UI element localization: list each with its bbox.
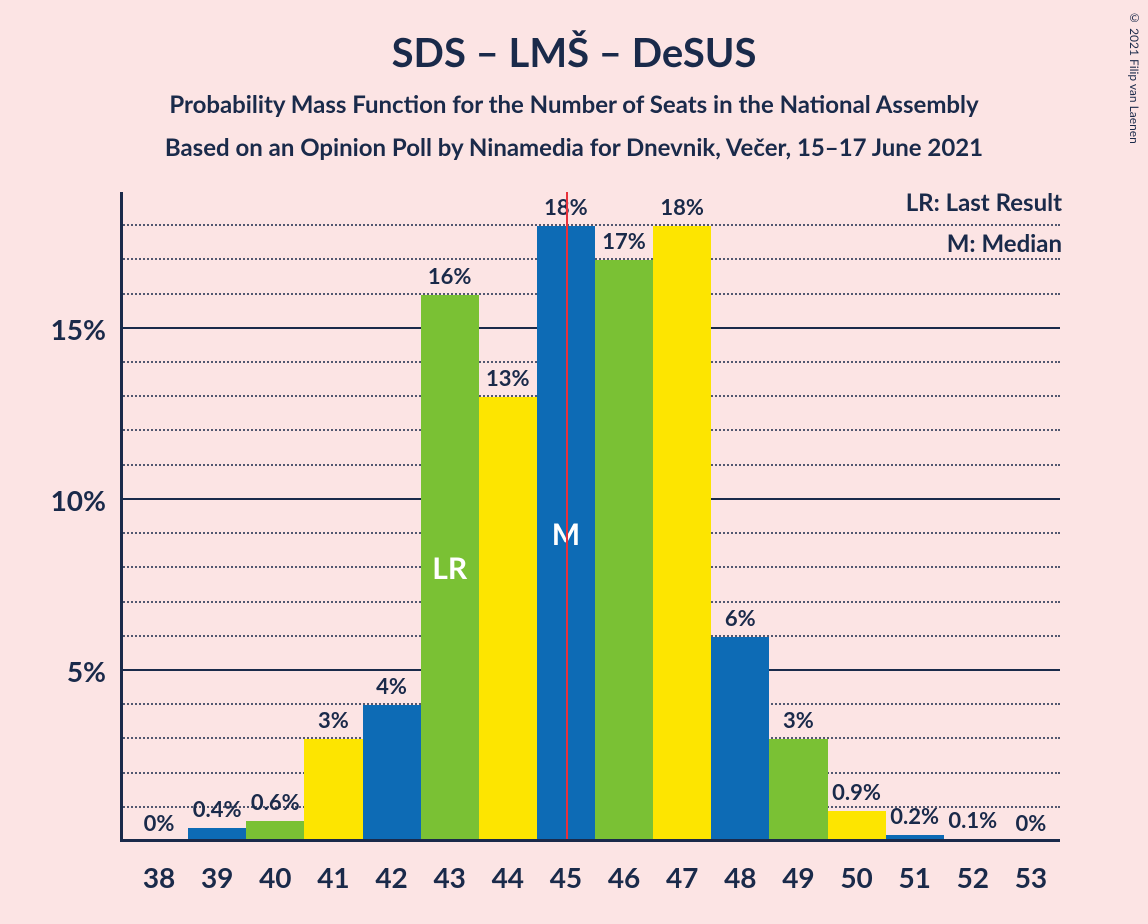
x-tick-label: 50 [840, 860, 872, 894]
bar: 3% [769, 739, 827, 842]
median-line [566, 192, 568, 842]
bar: 13% [479, 397, 537, 842]
bar-inner-label: LR [432, 550, 467, 586]
x-axis [120, 839, 1060, 842]
bar-value-label: 0.4% [193, 795, 242, 822]
bar-value-label: 6% [725, 604, 756, 631]
bar-value-label: 4% [376, 672, 407, 699]
bar: 4% [363, 705, 421, 842]
x-tick-label: 53 [1015, 860, 1047, 894]
bar: 16%LR [421, 295, 479, 842]
x-tick-label: 39 [201, 860, 233, 894]
x-tick-label: 42 [375, 860, 407, 894]
chart-titles: SDS – LMŠ – DeSUS Probability Mass Funct… [0, 0, 1148, 162]
title-main: SDS – LMŠ – DeSUS [0, 28, 1148, 76]
bar-value-label: 0% [144, 809, 175, 836]
bar-value-label: 16% [428, 262, 472, 289]
bar-value-label: 13% [486, 364, 530, 391]
x-tick-label: 44 [492, 860, 524, 894]
bar-value-label: 0.6% [251, 788, 300, 815]
bar: 18% [653, 226, 711, 842]
x-tick-label: 49 [782, 860, 814, 894]
bar-value-label: 18% [660, 193, 704, 220]
x-tick-label: 38 [143, 860, 175, 894]
legend-m: M: Median [906, 229, 1062, 258]
y-axis [120, 192, 123, 842]
x-tick-label: 46 [608, 860, 640, 894]
x-tick-label: 51 [898, 860, 930, 894]
y-tick-label: 15% [51, 312, 106, 346]
bar-value-label: 3% [783, 706, 814, 733]
bar-value-label: 17% [602, 227, 646, 254]
plot-area: LR: Last Result M: Median 5%10%15%0%380.… [120, 192, 1070, 842]
bar-value-label: 3% [318, 706, 349, 733]
bar: 17% [595, 260, 653, 842]
bar: 6% [711, 637, 769, 842]
title-sub2: Based on an Opinion Poll by Ninamedia fo… [0, 133, 1148, 162]
title-sub1: Probability Mass Function for the Number… [0, 90, 1148, 119]
bar-value-label: 0.9% [832, 778, 881, 805]
y-tick-label: 5% [67, 654, 106, 688]
bar: 0.9% [828, 811, 886, 842]
x-tick-label: 40 [259, 860, 291, 894]
x-tick-label: 43 [433, 860, 465, 894]
x-tick-label: 52 [957, 860, 989, 894]
x-tick-label: 47 [666, 860, 698, 894]
bar-value-label: 0.1% [948, 806, 997, 833]
x-tick-label: 41 [317, 860, 349, 894]
bar-value-label: 0% [1016, 809, 1047, 836]
x-tick-label: 45 [550, 860, 582, 894]
x-tick-label: 48 [724, 860, 756, 894]
bar: 3% [304, 739, 362, 842]
chart-area: LR: Last Result M: Median 5%10%15%0%380.… [120, 192, 1070, 842]
bar-value-label: 0.2% [890, 802, 939, 829]
copyright-text: © 2021 Filip van Laenen [1127, 10, 1142, 144]
legend-lr: LR: Last Result [906, 188, 1062, 217]
y-tick-label: 10% [51, 483, 106, 517]
